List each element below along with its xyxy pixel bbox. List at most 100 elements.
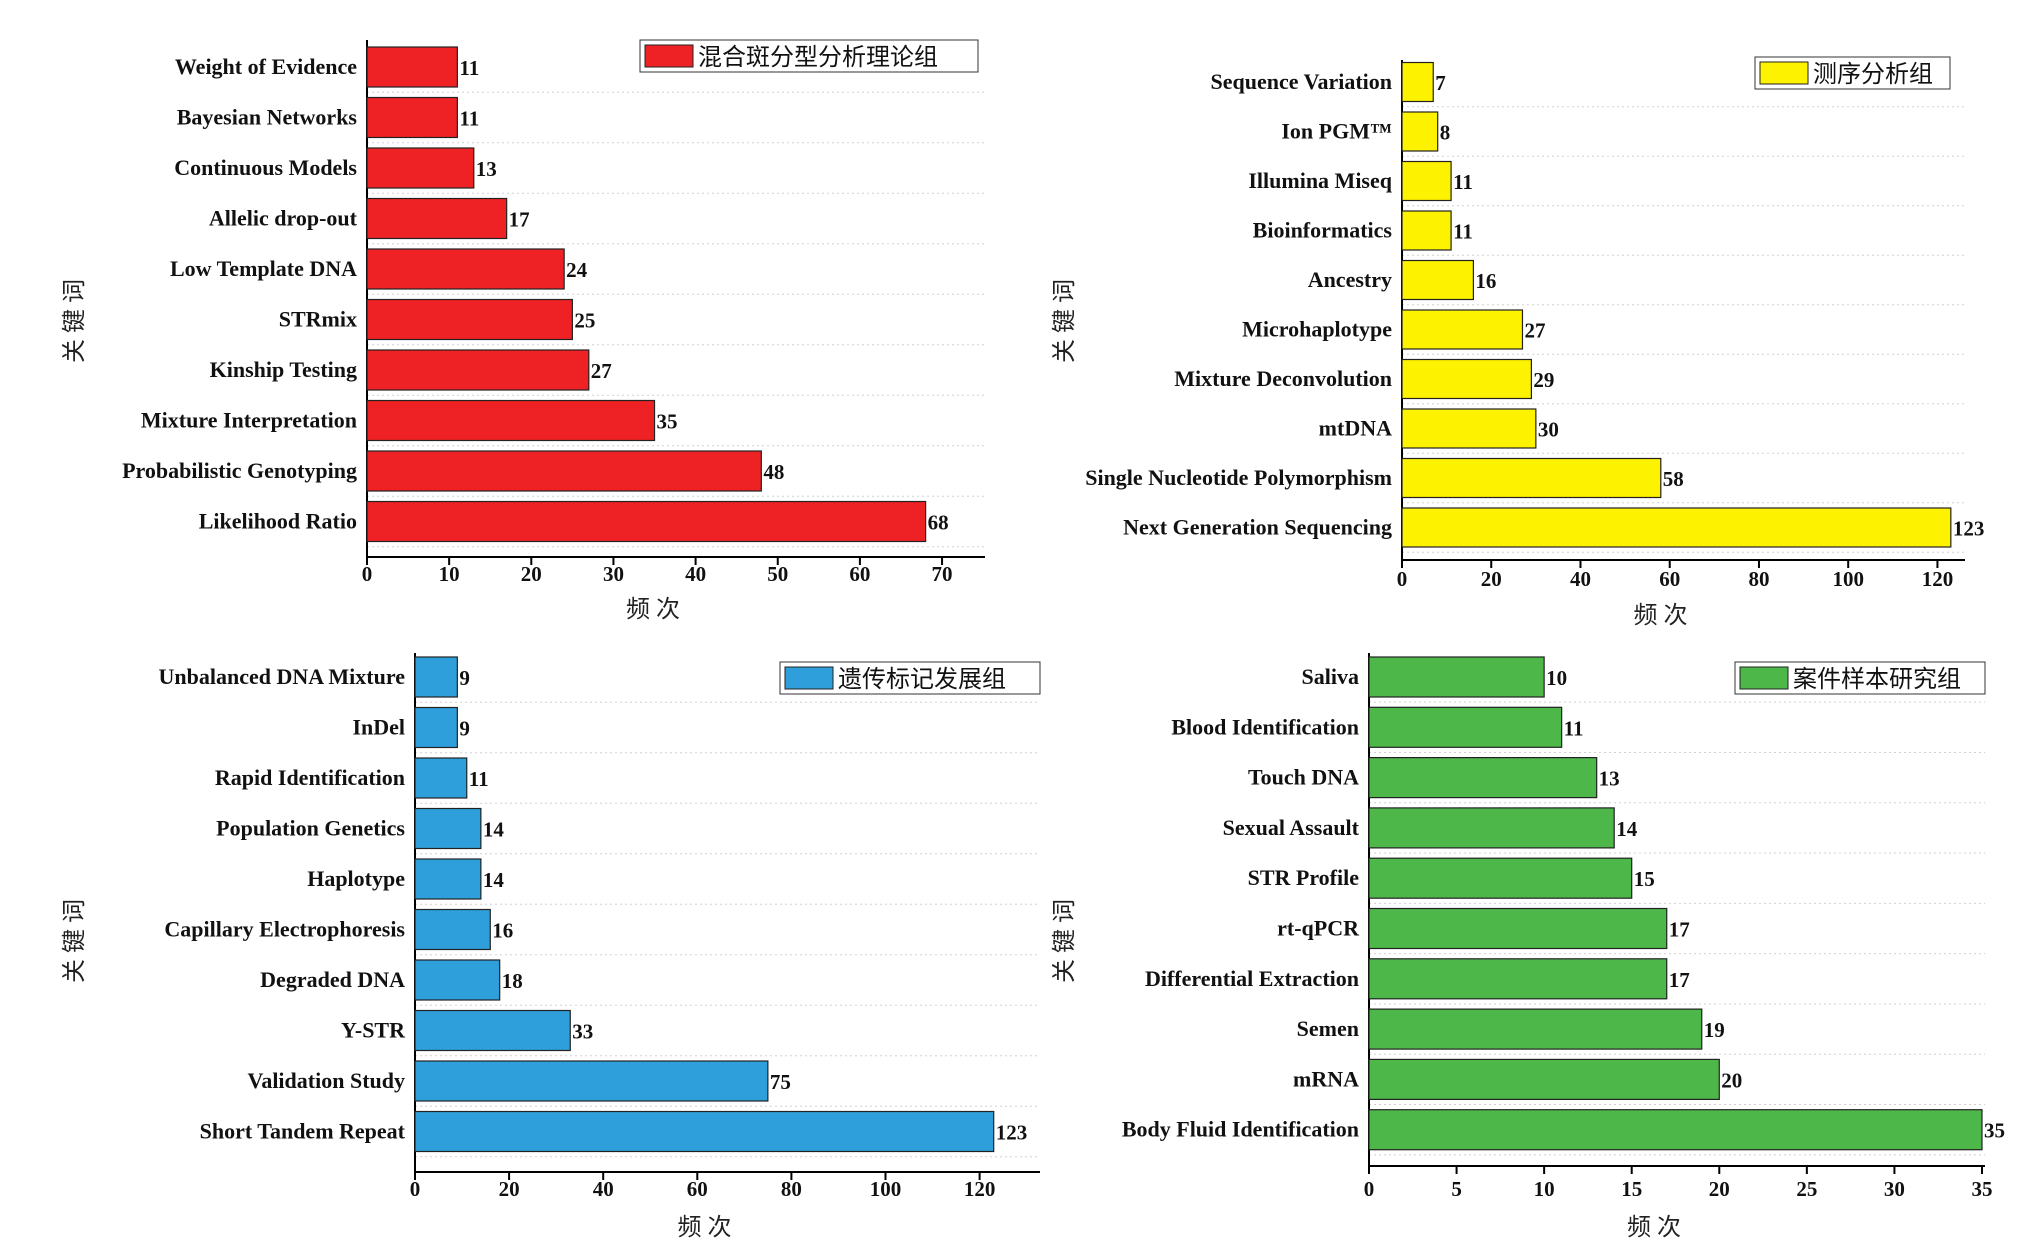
x-tick-label: 0: [1364, 1177, 1375, 1201]
y-axis-title: 关键词: [60, 893, 88, 983]
legend-label: 案件样本研究组: [1793, 665, 1961, 693]
data-label: 48: [763, 460, 784, 484]
category-label: Validation Study: [247, 1068, 405, 1093]
data-label: 11: [459, 107, 479, 131]
legend: 混合斑分型分析理论组: [639, 39, 979, 73]
data-label: 123: [996, 1121, 1028, 1145]
bar: [1401, 408, 1537, 449]
data-label: 11: [469, 767, 489, 791]
category-label: Touch DNA: [1248, 765, 1359, 790]
category-label: Next Generation Sequencing: [1123, 515, 1392, 540]
bar: [1368, 1109, 1983, 1151]
bar: [366, 46, 458, 88]
category-label: Allelic drop-out: [209, 206, 358, 231]
data-label: 30: [1538, 418, 1559, 442]
category-label: Blood Identification: [1171, 714, 1359, 739]
bar: [366, 197, 508, 240]
data-label: 20: [1721, 1068, 1742, 1092]
legend-label: 混合斑分型分析理论组: [698, 43, 938, 71]
category-label: Ancestry: [1308, 267, 1392, 292]
data-label: 17: [1669, 968, 1690, 992]
category-label: STRmix: [279, 307, 357, 332]
bar: [1368, 807, 1615, 849]
data-label: 9: [459, 717, 470, 741]
grid-lines: [415, 701, 1040, 1158]
x-tick-label: 70: [932, 562, 953, 586]
data-label: 14: [483, 868, 505, 892]
bar: [1401, 210, 1452, 251]
category-label: Likelihood Ratio: [199, 509, 357, 534]
category-label: Differential Extraction: [1145, 966, 1359, 991]
data-label: 7: [1435, 71, 1446, 95]
bar: [366, 399, 656, 442]
category-label: Illumina Miseq: [1248, 168, 1392, 193]
data-label: 14: [483, 818, 505, 842]
y-axis-title: 关键词: [1050, 893, 1078, 983]
bar: [1368, 1058, 1720, 1101]
x-tick-label: 60: [849, 562, 870, 586]
category-label: Y-STR: [341, 1018, 406, 1043]
bar: [366, 96, 458, 139]
x-tick-label: 40: [1570, 567, 1591, 591]
category-label: Low Template DNA: [170, 256, 357, 281]
legend: 案件样本研究组: [1734, 661, 1986, 695]
data-label: 13: [1599, 767, 1620, 791]
x-tick-label: 100: [1832, 567, 1864, 591]
legend: 测序分析组: [1754, 56, 1951, 90]
category-label: Short Tandem Repeat: [200, 1119, 406, 1144]
x-tick-label: 20: [1481, 567, 1502, 591]
data-label: 16: [492, 919, 513, 943]
data-label: 11: [1453, 220, 1473, 244]
legend: 遗传标记发展组: [779, 661, 1041, 695]
x-tick-label: 60: [1659, 567, 1680, 591]
x-tick-label: 20: [499, 1177, 520, 1201]
category-label: mRNA: [1293, 1066, 1359, 1091]
data-label: 15: [1634, 867, 1655, 891]
x-tick-label: 35: [1971, 1177, 1992, 1201]
category-label: rt-qPCR: [1277, 916, 1360, 941]
data-label: 58: [1663, 467, 1684, 491]
bar: [1368, 656, 1545, 698]
data-label: 18: [502, 969, 523, 993]
category-label: Saliva: [1302, 664, 1359, 689]
data-label: 8: [1440, 121, 1451, 145]
legend-swatch: [1739, 666, 1789, 690]
data-label: 75: [770, 1070, 791, 1094]
category-label: InDel: [352, 715, 405, 740]
data-label: 9: [459, 666, 470, 690]
x-tick-label: 0: [362, 562, 373, 586]
bar: [414, 1060, 769, 1102]
bar: [1368, 958, 1668, 1000]
x-tick-label: 40: [593, 1177, 614, 1201]
bar: [414, 656, 458, 698]
data-label: 11: [1564, 716, 1584, 740]
data-label: 123: [1953, 517, 1985, 541]
data-label: 27: [1524, 319, 1545, 343]
category-label: Sequence Variation: [1210, 69, 1392, 94]
category-label: Capillary Electrophoresis: [164, 917, 405, 942]
x-axis-title: 频次: [1634, 601, 1694, 629]
x-axis-title: 频次: [678, 1213, 738, 1241]
x-tick-label: 100: [870, 1177, 902, 1201]
bar: [1368, 1008, 1703, 1050]
x-tick-label: 15: [1621, 1177, 1642, 1201]
bar: [414, 706, 458, 749]
category-label: Population Genetics: [216, 816, 405, 841]
chart-panel-1: Weight of Evidence 11 Bayesian Networks 11 C…: [60, 39, 985, 623]
category-label: Kinship Testing: [210, 357, 357, 382]
data-label: 35: [657, 410, 678, 434]
bar: [366, 450, 762, 492]
bar: [414, 807, 482, 850]
data-label: 17: [509, 208, 530, 232]
bar: [414, 858, 482, 900]
category-label: Mixture Interpretation: [141, 408, 357, 433]
data-label: 11: [1453, 170, 1473, 194]
x-tick-label: 80: [781, 1177, 802, 1201]
category-label: Body Fluid Identification: [1122, 1117, 1359, 1142]
x-tick-label: 40: [685, 562, 706, 586]
x-tick-label: 20: [521, 562, 542, 586]
bar: [1368, 706, 1563, 748]
bar: [366, 349, 590, 391]
bar: [414, 757, 468, 799]
